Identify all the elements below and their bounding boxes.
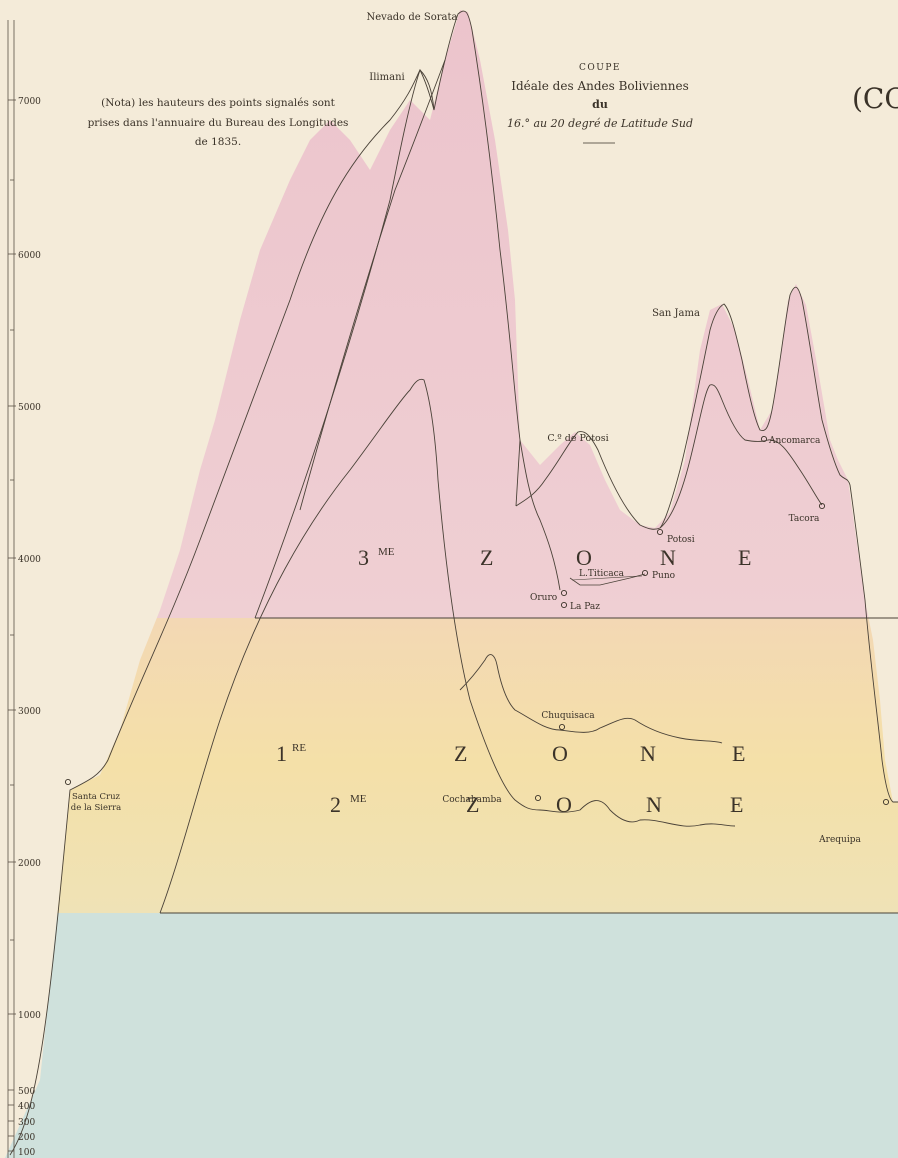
place-label-la-paz: La Paz bbox=[570, 602, 600, 612]
place-label-potosi: Potosi bbox=[667, 535, 695, 545]
peak-label-potosi: C.º de Potosi bbox=[547, 433, 608, 444]
nota-line-3: de 1835. bbox=[195, 136, 241, 148]
zone1-edge bbox=[893, 913, 898, 1158]
zone3-letter-n: N bbox=[660, 545, 676, 570]
tick-6000: 6000 bbox=[18, 251, 41, 261]
place-label-cochabamba: Cochabamba bbox=[442, 795, 502, 805]
marker-tacora bbox=[818, 502, 826, 510]
zone3-letter-z: Z bbox=[480, 545, 493, 570]
tick-100: 100 bbox=[18, 1148, 35, 1158]
zone1-label: 1 RE Z O N E bbox=[276, 741, 745, 766]
tick-300: 300 bbox=[18, 1118, 35, 1128]
altitude-scale bbox=[7, 20, 16, 1158]
nota-block: (Nota) les hauteurs des points signalés … bbox=[88, 97, 349, 148]
marker-la-paz bbox=[560, 601, 568, 609]
marker-potosi bbox=[656, 528, 664, 536]
tick-3000: 3000 bbox=[18, 707, 41, 717]
marker-cochabamba bbox=[534, 794, 542, 802]
place-label-ancomarca: Ancomarca bbox=[768, 436, 821, 446]
lake-surface bbox=[571, 575, 643, 581]
zone2-label: 2 ME Z O N E bbox=[330, 792, 743, 817]
marker-oruro bbox=[560, 589, 568, 597]
title-line-4: 16.° au 20 degré de Latitude Sud bbox=[507, 117, 693, 130]
marker-ancomarca bbox=[760, 435, 768, 443]
zone1-number: 1 bbox=[276, 741, 287, 766]
nota-line-1: (Nota) les hauteurs des points signalés … bbox=[101, 97, 336, 109]
scale-labels: 7000 6000 5000 4000 3000 2000 1000 500 4… bbox=[18, 97, 41, 1158]
tick-200: 200 bbox=[18, 1133, 35, 1143]
place-label-santa-cruz-2: de la Sierra bbox=[71, 803, 121, 813]
peak-label-illimani: Ilimani bbox=[369, 72, 404, 83]
place-label-santa-cruz-1: Santa Cruz bbox=[72, 792, 121, 802]
zone1-letter-z: Z bbox=[454, 741, 467, 766]
edge-fragment-text: (CO bbox=[852, 82, 898, 115]
peak-label-san-jama: San Jama bbox=[652, 308, 700, 319]
zone1-letter-o: O bbox=[552, 741, 568, 766]
place-label-tacora: Tacora bbox=[789, 514, 820, 524]
zone2-letter-e: E bbox=[730, 792, 743, 817]
zone2-letter-o: O bbox=[556, 792, 572, 817]
zone3-ordinal: ME bbox=[378, 546, 395, 558]
title-line-3: du bbox=[592, 98, 608, 111]
zone3-letter-e: E bbox=[738, 545, 751, 570]
zone3-letter-o: O bbox=[576, 545, 592, 570]
tick-2000: 2000 bbox=[18, 859, 41, 869]
mountain-outlines bbox=[9, 10, 898, 1156]
tick-500: 500 bbox=[18, 1087, 35, 1097]
place-label-arequipa: Arequipa bbox=[818, 835, 861, 845]
zone1-ordinal: RE bbox=[292, 742, 306, 754]
marker-arequipa bbox=[882, 798, 890, 806]
marker-puno bbox=[641, 569, 649, 577]
zone1-letter-n: N bbox=[640, 741, 656, 766]
marker-santa-cruz bbox=[64, 778, 72, 786]
zone3-number: 3 bbox=[358, 545, 369, 570]
nota-line-2: prises dans l'annuaire du Bureau des Lon… bbox=[88, 117, 349, 129]
zone2-letter-z: Z bbox=[466, 792, 479, 817]
zone3-label: 3 ME Z O N E bbox=[358, 545, 751, 570]
title-block: COUPE Idéale des Andes Boliviennes du 16… bbox=[507, 63, 693, 144]
town-markers bbox=[64, 435, 890, 806]
tick-7000: 7000 bbox=[18, 97, 41, 107]
place-label-puno: Puno bbox=[652, 571, 675, 581]
place-label-titicaca: L.Titicaca bbox=[579, 569, 625, 579]
title-line-2: Idéale des Andes Boliviennes bbox=[511, 79, 689, 93]
zone1-letter-e: E bbox=[732, 741, 745, 766]
peak-label-sorata: Nevado de Sorata bbox=[367, 12, 458, 23]
tick-5000: 5000 bbox=[18, 403, 41, 413]
marker-chuquisaca bbox=[558, 723, 566, 731]
zone2-number: 2 bbox=[330, 792, 341, 817]
title-line-1: COUPE bbox=[579, 63, 621, 73]
place-label-chuquisaca: Chuquisaca bbox=[541, 711, 595, 721]
tick-4000: 4000 bbox=[18, 555, 41, 565]
zone2-letter-n: N bbox=[646, 792, 662, 817]
tick-1000: 1000 bbox=[18, 1011, 41, 1021]
tick-400: 400 bbox=[18, 1102, 35, 1112]
zone2-band bbox=[5, 618, 898, 913]
zone2-ordinal: ME bbox=[350, 793, 367, 805]
place-label-oruro: Oruro bbox=[530, 593, 557, 603]
zone1-band bbox=[5, 913, 898, 1158]
